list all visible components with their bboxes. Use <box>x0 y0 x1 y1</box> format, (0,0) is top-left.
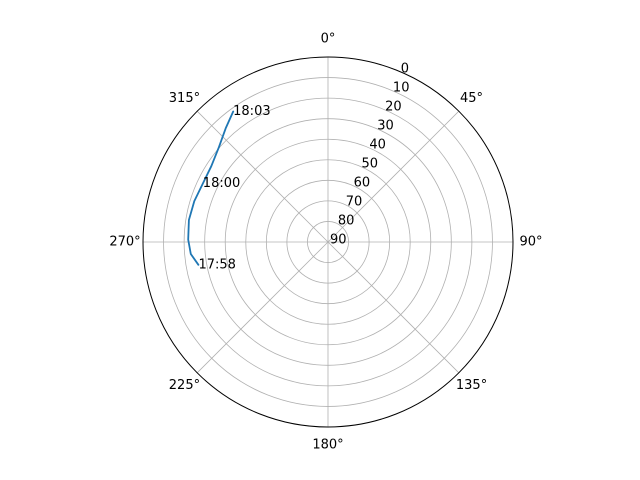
series-line-0 <box>187 110 235 266</box>
annotation-label-1: 18:00 <box>203 176 240 191</box>
grid-spoke-315 <box>196 110 329 243</box>
radial-tick-label-30: 30 <box>377 119 394 134</box>
annotation-label-0: 17:58 <box>198 257 235 272</box>
radial-tick-label-0: 0 <box>401 62 409 77</box>
grid-spoke-45 <box>327 110 460 243</box>
radial-tick-label-80: 80 <box>338 214 355 229</box>
radial-tick-label-10: 10 <box>393 81 410 96</box>
radial-tick-label-40: 40 <box>369 138 386 153</box>
angle-tick-labels: 0° 45° 90° 135° 180° 225° 270° 315° <box>109 32 542 453</box>
angular-grid <box>143 57 513 427</box>
polar-frame <box>142 56 514 428</box>
angle-tick-label-315: 315° <box>169 91 200 106</box>
radial-tick-label-60: 60 <box>354 176 371 191</box>
angle-tick-label-45: 45° <box>460 91 483 106</box>
annotation-label-2: 18:03 <box>233 104 270 119</box>
grid-spoke-225 <box>196 241 329 374</box>
angle-tick-label-225: 225° <box>169 378 200 393</box>
radial-tick-label-50: 50 <box>361 157 378 172</box>
angle-tick-label-90: 90° <box>519 235 542 250</box>
radial-tick-label-90: 90 <box>330 233 347 248</box>
angle-tick-label-135: 135° <box>456 378 487 393</box>
grid-spoke-135 <box>327 241 460 374</box>
radial-tick-label-70: 70 <box>346 195 363 210</box>
angle-tick-label-0: 0° <box>321 32 336 47</box>
angle-tick-label-270: 270° <box>109 235 140 250</box>
series-layer <box>187 110 235 266</box>
radial-tick-labels: 0 10 20 30 40 50 60 70 80 90 <box>330 62 409 248</box>
angle-tick-label-180: 180° <box>312 438 343 453</box>
radial-tick-label-20: 20 <box>385 100 402 115</box>
annotations: 17:58 18:00 18:03 <box>198 104 270 272</box>
